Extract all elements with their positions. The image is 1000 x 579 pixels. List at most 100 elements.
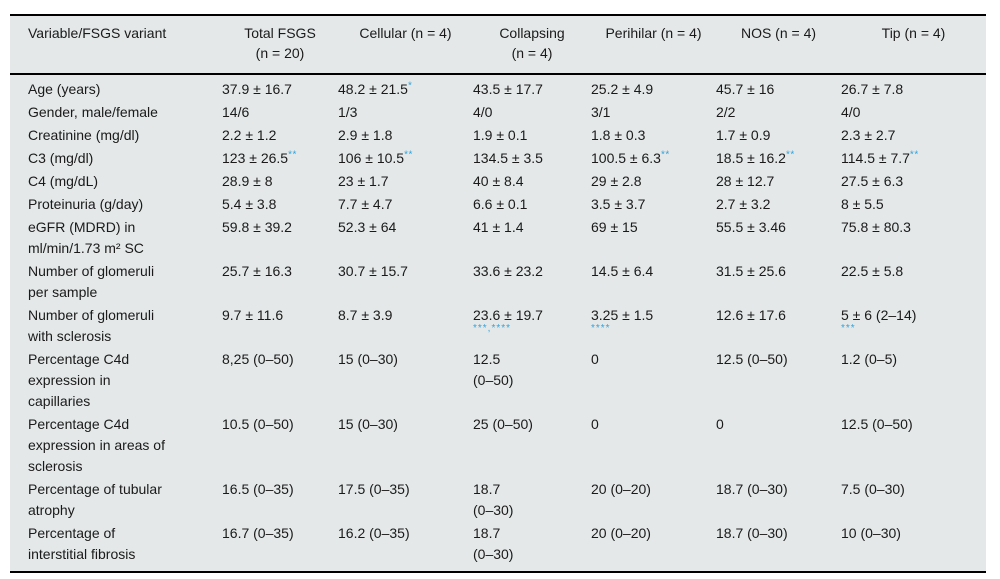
cell-value: 0 [591, 350, 599, 367]
data-cell: 2.2 ± 1.2 [222, 124, 338, 147]
data-cell: 123 ± 26.5** [222, 147, 338, 170]
cell-value: 28 ± 12.7 [716, 172, 775, 189]
table-row: Percentage C4d expression in areas of sc… [10, 413, 986, 478]
data-cell: 8.7 ± 3.9 [338, 304, 473, 348]
cell-value: 33.6 ± 23.2 [473, 262, 543, 279]
data-cell: 2/2 [716, 101, 841, 124]
data-cell: 41 ± 1.4 [473, 216, 591, 260]
table-header: Variable/FSGS variant Total FSGS (n = 20… [10, 15, 986, 75]
table-row: Creatinine (mg/dl) 2.2 ± 1.2 2.9 ± 1.8 1.9 … [10, 124, 986, 147]
table-row: Number of glomeruli with sclerosis 9.7 ± … [10, 304, 986, 348]
data-cell: 10 (0–30) [841, 522, 986, 572]
cell-value: 48.2 ± 21.5 [338, 80, 408, 97]
significance-marker: **** [591, 322, 611, 334]
col-header-perihilar: Perihilar (n = 4) [591, 15, 716, 75]
col-header-collapsing: Collapsing (n = 4) [473, 15, 591, 75]
cell-value: 4/0 [841, 103, 861, 120]
data-cell: 17.5 (0–35) [338, 478, 473, 522]
cell-value: 2.9 ± 1.8 [338, 126, 393, 143]
data-cell: 43.5 ± 17.7 [473, 74, 591, 101]
data-cell: 8,25 (0–50) [222, 348, 338, 413]
cell-value: 69 ± 15 [591, 218, 638, 235]
data-cell: 20 (0–20) [591, 522, 716, 572]
data-cell: 18.7 (0–30) [473, 478, 591, 522]
cell-value: 1/3 [338, 103, 358, 120]
row-label: Age (years) [28, 80, 101, 97]
data-cell: 7.5 (0–30) [841, 478, 986, 522]
cell-value: 30.7 ± 15.7 [338, 262, 408, 279]
data-cell: 25 (0–50) [473, 413, 591, 478]
data-cell: 0 [591, 348, 716, 413]
significance-marker: ***,**** [473, 322, 512, 334]
row-label-cell: Number of glomeruli per sample [10, 260, 222, 304]
table-row: Percentage C4d expression in capillaries… [10, 348, 986, 413]
row-label-cell: Percentage C4d expression in capillaries [10, 348, 222, 413]
data-cell: 12.5 (0–50) [841, 413, 986, 478]
data-cell: 0 [716, 413, 841, 478]
table-row: Number of glomeruli per sample 25.7 ± 16.… [10, 260, 986, 304]
cell-value: 10 (0–30) [841, 524, 901, 541]
cell-value: 20 (0–20) [591, 524, 651, 541]
data-cell: 16.5 (0–35) [222, 478, 338, 522]
data-cell: 28 ± 12.7 [716, 170, 841, 193]
row-label-cell: C4 (mg/dL) [10, 170, 222, 193]
cell-value: 1.8 ± 0.3 [591, 126, 646, 143]
row-label: Percentage of tubular atrophy [28, 480, 162, 518]
cell-value: 28.9 ± 8 [222, 172, 273, 189]
row-label: C4 (mg/dL) [28, 172, 99, 189]
cell-value: 40 ± 8.4 [473, 172, 524, 189]
cell-value: 8.7 ± 3.9 [338, 306, 393, 323]
cell-value: 12.5 (0–50) [716, 350, 788, 367]
row-label: Creatinine (mg/dl) [28, 126, 140, 143]
cell-value: 8 ± 5.5 [841, 195, 884, 212]
data-cell: 31.5 ± 25.6 [716, 260, 841, 304]
data-cell: 8 ± 5.5 [841, 193, 986, 216]
row-label-cell: Proteinuria (g/day) [10, 193, 222, 216]
table-row: C3 (mg/dl) 123 ± 26.5** 106 ± 10.5** 134.5 … [10, 147, 986, 170]
data-cell: 16.7 (0–35) [222, 522, 338, 572]
data-cell: 5 ± 6 (2–14) *** [841, 304, 986, 348]
data-cell: 7.7 ± 4.7 [338, 193, 473, 216]
cell-value: 3.5 ± 3.7 [591, 195, 646, 212]
cell-value: 22.5 ± 5.8 [841, 262, 904, 279]
data-cell: 25.2 ± 4.9 [591, 74, 716, 101]
cell-value: 3/1 [591, 103, 611, 120]
data-cell: 14.5 ± 6.4 [591, 260, 716, 304]
cell-value: 10.5 (0–50) [222, 415, 294, 432]
data-cell: 59.8 ± 39.2 [222, 216, 338, 260]
cell-value: 75.8 ± 80.3 [841, 218, 911, 235]
table-body: Age (years) 37.9 ± 16.7 48.2 ± 21.5* 43.5 ±… [10, 74, 986, 572]
row-label: Proteinuria (g/day) [28, 195, 144, 212]
cell-value: 6.6 ± 0.1 [473, 195, 528, 212]
cell-value: 18.7 (0–30) [473, 480, 514, 518]
data-cell: 0 [591, 413, 716, 478]
table-row: C4 (mg/dL) 28.9 ± 8 23 ± 1.7 40 ± 8.4 29 ± 2… [10, 170, 986, 193]
cell-value: 5.4 ± 3.8 [222, 195, 277, 212]
cell-value: 9.7 ± 11.6 [222, 306, 284, 323]
row-label-cell: Gender, male/female [10, 101, 222, 124]
data-cell: 15 (0–30) [338, 348, 473, 413]
data-cell: 4/0 [841, 101, 986, 124]
cell-value: 45.7 ± 16 [716, 80, 775, 97]
cell-value: 16.2 (0–35) [338, 524, 410, 541]
data-cell: 16.2 (0–35) [338, 522, 473, 572]
data-cell: 1.2 (0–5) [841, 348, 986, 413]
data-cell: 52.3 ± 64 [338, 216, 473, 260]
cell-value: 31.5 ± 25.6 [716, 262, 786, 279]
cell-value: 25.7 ± 16.3 [222, 262, 292, 279]
cell-value: 18.7 (0–30) [716, 524, 788, 541]
cell-value: 8,25 (0–50) [222, 350, 294, 367]
data-cell: 28.9 ± 8 [222, 170, 338, 193]
cell-value: 114.5 ± 7.7 [841, 149, 910, 166]
significance-marker: * [407, 79, 413, 91]
table-row: Gender, male/female 14/6 1/3 4/0 3/1 2/2 4/0 [10, 101, 986, 124]
data-cell: 75.8 ± 80.3 [841, 216, 986, 260]
row-label-cell: Percentage of tubular atrophy [10, 478, 222, 522]
data-cell: 3/1 [591, 101, 716, 124]
cell-value: 2.3 ± 2.7 [841, 126, 896, 143]
data-cell: 30.7 ± 15.7 [338, 260, 473, 304]
cell-value: 25 (0–50) [473, 415, 533, 432]
data-cell: 134.5 ± 3.5 [473, 147, 591, 170]
table-row: Proteinuria (g/day) 5.4 ± 3.8 7.7 ± 4.7 6.6… [10, 193, 986, 216]
